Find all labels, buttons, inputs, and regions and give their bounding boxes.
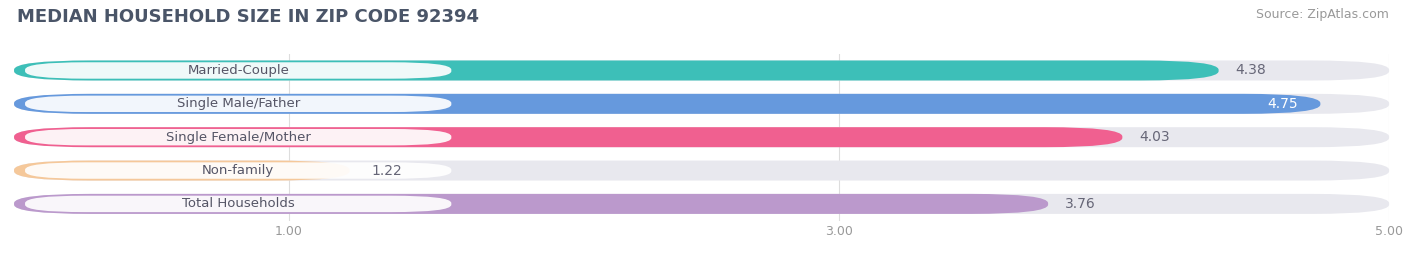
Text: 3.76: 3.76 [1064,197,1095,211]
FancyBboxPatch shape [25,162,451,179]
FancyBboxPatch shape [14,194,1389,214]
Text: 4.38: 4.38 [1234,63,1265,77]
FancyBboxPatch shape [14,94,1320,114]
Text: Source: ZipAtlas.com: Source: ZipAtlas.com [1256,8,1389,21]
FancyBboxPatch shape [14,94,1389,114]
FancyBboxPatch shape [14,161,1389,180]
Text: Single Female/Mother: Single Female/Mother [166,131,311,144]
FancyBboxPatch shape [25,62,451,79]
Text: 4.75: 4.75 [1268,97,1298,111]
FancyBboxPatch shape [14,194,1047,214]
FancyBboxPatch shape [14,161,350,180]
Text: Single Male/Father: Single Male/Father [177,97,299,110]
FancyBboxPatch shape [25,196,451,212]
FancyBboxPatch shape [14,127,1122,147]
FancyBboxPatch shape [14,127,1389,147]
FancyBboxPatch shape [25,129,451,146]
FancyBboxPatch shape [25,95,451,112]
Text: 4.03: 4.03 [1139,130,1170,144]
FancyBboxPatch shape [14,61,1389,80]
Text: Non-family: Non-family [202,164,274,177]
Text: MEDIAN HOUSEHOLD SIZE IN ZIP CODE 92394: MEDIAN HOUSEHOLD SIZE IN ZIP CODE 92394 [17,8,479,26]
Text: Total Households: Total Households [181,197,295,210]
Text: Married-Couple: Married-Couple [187,64,290,77]
FancyBboxPatch shape [14,61,1219,80]
Text: 1.22: 1.22 [371,164,402,178]
